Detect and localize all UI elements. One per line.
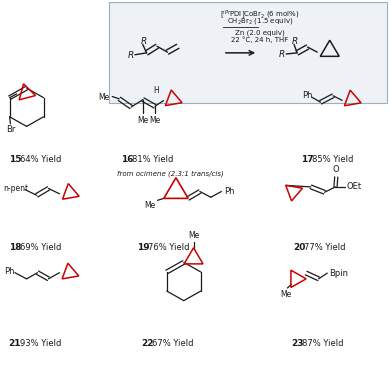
Text: [$^{iPr}$PDI]CoBr$_2$ (6 mol%): [$^{iPr}$PDI]CoBr$_2$ (6 mol%) bbox=[220, 8, 300, 21]
Text: 23: 23 bbox=[291, 339, 304, 348]
Text: 16: 16 bbox=[121, 155, 134, 164]
Text: 21: 21 bbox=[9, 339, 21, 348]
Text: 87% Yield: 87% Yield bbox=[302, 339, 344, 348]
Text: Me: Me bbox=[137, 116, 149, 124]
Text: R: R bbox=[140, 37, 147, 46]
Text: 85% Yield: 85% Yield bbox=[312, 155, 353, 164]
Text: Me: Me bbox=[188, 231, 199, 240]
Text: 20: 20 bbox=[293, 243, 306, 252]
FancyBboxPatch shape bbox=[109, 2, 387, 103]
Text: 64% Yield: 64% Yield bbox=[20, 155, 61, 164]
Text: 19: 19 bbox=[137, 243, 149, 252]
Text: Ph: Ph bbox=[4, 267, 14, 276]
Text: n-pent: n-pent bbox=[3, 184, 28, 193]
Text: 18: 18 bbox=[9, 243, 21, 252]
Text: from ocimene (2.3:1 trans/cis): from ocimene (2.3:1 trans/cis) bbox=[117, 170, 224, 177]
Text: Me: Me bbox=[98, 93, 109, 102]
Text: Bpin: Bpin bbox=[329, 268, 348, 278]
Text: Me: Me bbox=[149, 116, 161, 124]
Text: 22: 22 bbox=[141, 339, 153, 348]
Text: 22 °C, 24 h, THF: 22 °C, 24 h, THF bbox=[231, 36, 289, 43]
Text: 93% Yield: 93% Yield bbox=[20, 339, 61, 348]
Text: Me: Me bbox=[145, 201, 156, 210]
Text: Me: Me bbox=[280, 290, 291, 298]
Text: OEt: OEt bbox=[346, 182, 361, 192]
Text: CH$_2$Br$_2$ (1.5 equiv): CH$_2$Br$_2$ (1.5 equiv) bbox=[227, 16, 293, 26]
Text: 76% Yield: 76% Yield bbox=[148, 243, 189, 252]
Text: Ph: Ph bbox=[224, 187, 235, 196]
Text: 69% Yield: 69% Yield bbox=[20, 243, 61, 252]
Text: H: H bbox=[153, 86, 159, 95]
Text: Ph: Ph bbox=[302, 91, 312, 100]
Text: 17: 17 bbox=[301, 155, 314, 164]
Text: 81% Yield: 81% Yield bbox=[132, 155, 174, 164]
Text: R: R bbox=[128, 51, 134, 61]
Text: 15: 15 bbox=[9, 155, 21, 164]
Text: Br: Br bbox=[7, 125, 16, 134]
Text: Zn (2.0 equiv): Zn (2.0 equiv) bbox=[235, 29, 285, 36]
Text: R: R bbox=[279, 50, 285, 59]
Text: 77% Yield: 77% Yield bbox=[304, 243, 346, 252]
Text: 67% Yield: 67% Yield bbox=[152, 339, 193, 348]
Text: O: O bbox=[333, 165, 339, 174]
Text: R: R bbox=[292, 37, 298, 46]
